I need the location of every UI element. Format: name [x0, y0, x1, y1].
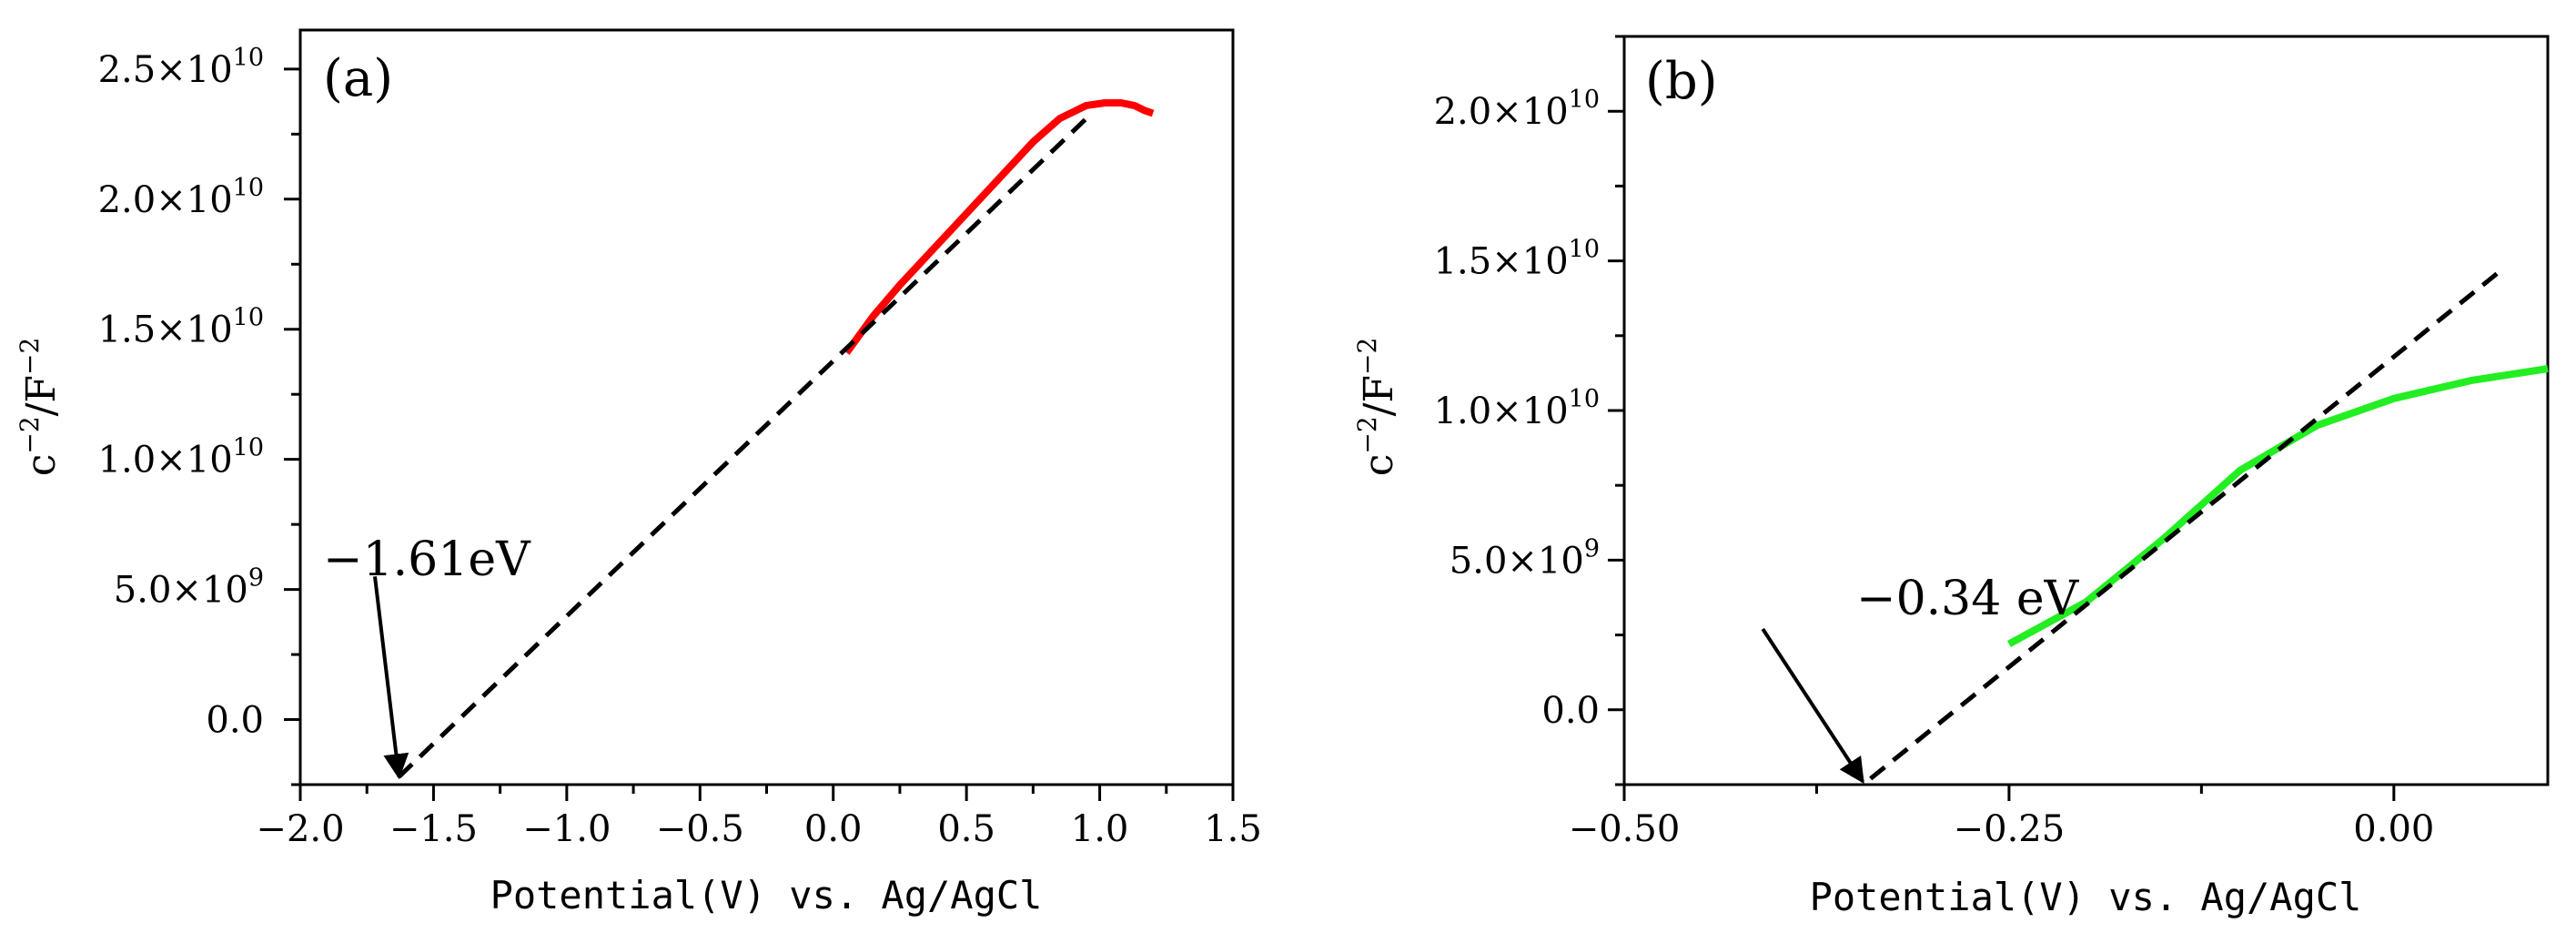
panel-a-fit-line	[397, 117, 1088, 779]
panel-a-annotation-label: −1.61eV	[323, 532, 531, 587]
panel-a-x-axis-label: Potential(V) vs. Ag/AgCl	[490, 873, 1043, 918]
panel-b-x-axis-label: Potential(V) vs. Ag/AgCl	[1810, 875, 2362, 919]
panel-b-y-tick-label: 5.0×109	[1450, 534, 1600, 582]
panel-b-y-tick-label: 1.5×1010	[1434, 236, 1600, 283]
panel-a-x-tick-label: 0.0	[804, 808, 863, 850]
panel-b-y-tick-label: 2.0×1010	[1434, 86, 1600, 133]
panel-a-data-line	[844, 99, 1155, 355]
panel-b-annotation-label: −0.34 eV	[1856, 572, 2080, 626]
panel-a-y-tick-label: 5.0×109	[114, 564, 264, 612]
panel-b-plot-frame	[1622, 35, 2550, 786]
panel-a-y-tick-label: 0.0	[206, 700, 264, 742]
panel-a-y-tick-label: 2.0×1010	[98, 174, 264, 221]
panel-b-chart: −0.50 −0.25 0.00 0.0 5.0×109 1.0×1010 1.5×1010…	[1352, 35, 2550, 919]
panel-a-y-tick-label: 2.5×1010	[98, 44, 264, 91]
panel-a-panel-label: (a)	[323, 49, 393, 108]
panel-a-x-tick-label: 1.0	[1071, 808, 1129, 850]
panel-a-x-tick-label: −1.5	[389, 808, 478, 850]
panel-b-x-tick-label: −0.50	[1569, 808, 1681, 850]
panel-b-annotation-arrow	[1761, 627, 1864, 785]
panel-a-x-tick-label: −2.0	[256, 808, 344, 850]
panel-a-annotation-arrow	[373, 576, 409, 780]
panel-a-x-tick-label: −1.0	[522, 808, 611, 850]
panel-b-y-tick-label: 0.0	[1541, 690, 1600, 732]
panel-b-y-axis-label: c−2/F−2	[1352, 338, 1402, 477]
panel-b-fit-line	[1869, 268, 2503, 781]
panel-a-chart: −2.0 −1.5 −1.0 −0.5 0.0 0.5 1.0 1.5 0.0 5.0×109 1.…	[15, 28, 1262, 918]
panel-a-y-tick-label: 1.5×1010	[98, 304, 264, 351]
panel-b-y-tick-label: 1.0×1010	[1434, 385, 1600, 432]
panel-a-x-tick-label: 0.5	[937, 808, 995, 850]
panel-a-y-tick-label: 1.0×1010	[98, 434, 264, 482]
panel-a-x-tick-label: −0.5	[656, 808, 744, 850]
panel-a-x-tick-label: 1.5	[1204, 808, 1262, 850]
panel-b-x-tick-label: 0.00	[2353, 808, 2434, 850]
panel-a-y-axis-label: c−2/F−2	[15, 338, 65, 477]
panel-b-data-line	[2006, 365, 2549, 648]
panel-b-panel-label: (b)	[1645, 52, 1718, 111]
panel-b-x-tick-label: −0.25	[1954, 808, 2066, 850]
panel-a-plot-frame	[298, 28, 1235, 786]
